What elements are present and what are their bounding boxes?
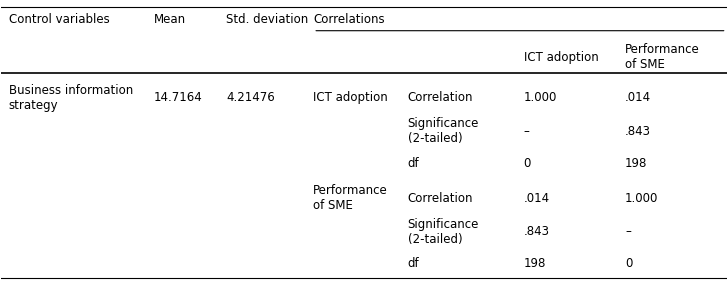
Text: 198: 198	[625, 157, 647, 170]
Text: 0: 0	[625, 257, 633, 270]
Text: Std. deviation: Std. deviation	[226, 13, 309, 26]
Text: 14.7164: 14.7164	[154, 91, 202, 104]
Text: 1.000: 1.000	[523, 91, 557, 104]
Text: df: df	[408, 257, 419, 270]
Text: 0: 0	[523, 157, 531, 170]
Text: Business information
strategy: Business information strategy	[9, 84, 133, 112]
Text: Correlation: Correlation	[408, 91, 473, 104]
Text: 4.21476: 4.21476	[226, 91, 275, 104]
Text: Performance
of SME: Performance of SME	[313, 184, 388, 212]
Text: ICT adoption: ICT adoption	[313, 91, 388, 104]
Text: Control variables: Control variables	[9, 13, 109, 26]
Text: ICT adoption: ICT adoption	[523, 51, 598, 64]
Text: Performance
of SME: Performance of SME	[625, 43, 700, 71]
Text: df: df	[408, 157, 419, 170]
Text: Correlations: Correlations	[313, 13, 385, 26]
Text: .843: .843	[625, 125, 651, 138]
Text: Significance
(2-tailed): Significance (2-tailed)	[408, 218, 479, 246]
Text: .014: .014	[523, 192, 550, 205]
Text: .843: .843	[523, 225, 550, 238]
Text: Correlation: Correlation	[408, 192, 473, 205]
Text: Mean: Mean	[154, 13, 186, 26]
Text: 198: 198	[523, 257, 546, 270]
Text: Significance
(2-tailed): Significance (2-tailed)	[408, 117, 479, 145]
Text: –: –	[625, 225, 631, 238]
Text: –: –	[523, 125, 529, 138]
Text: 1.000: 1.000	[625, 192, 658, 205]
Text: .014: .014	[625, 91, 652, 104]
